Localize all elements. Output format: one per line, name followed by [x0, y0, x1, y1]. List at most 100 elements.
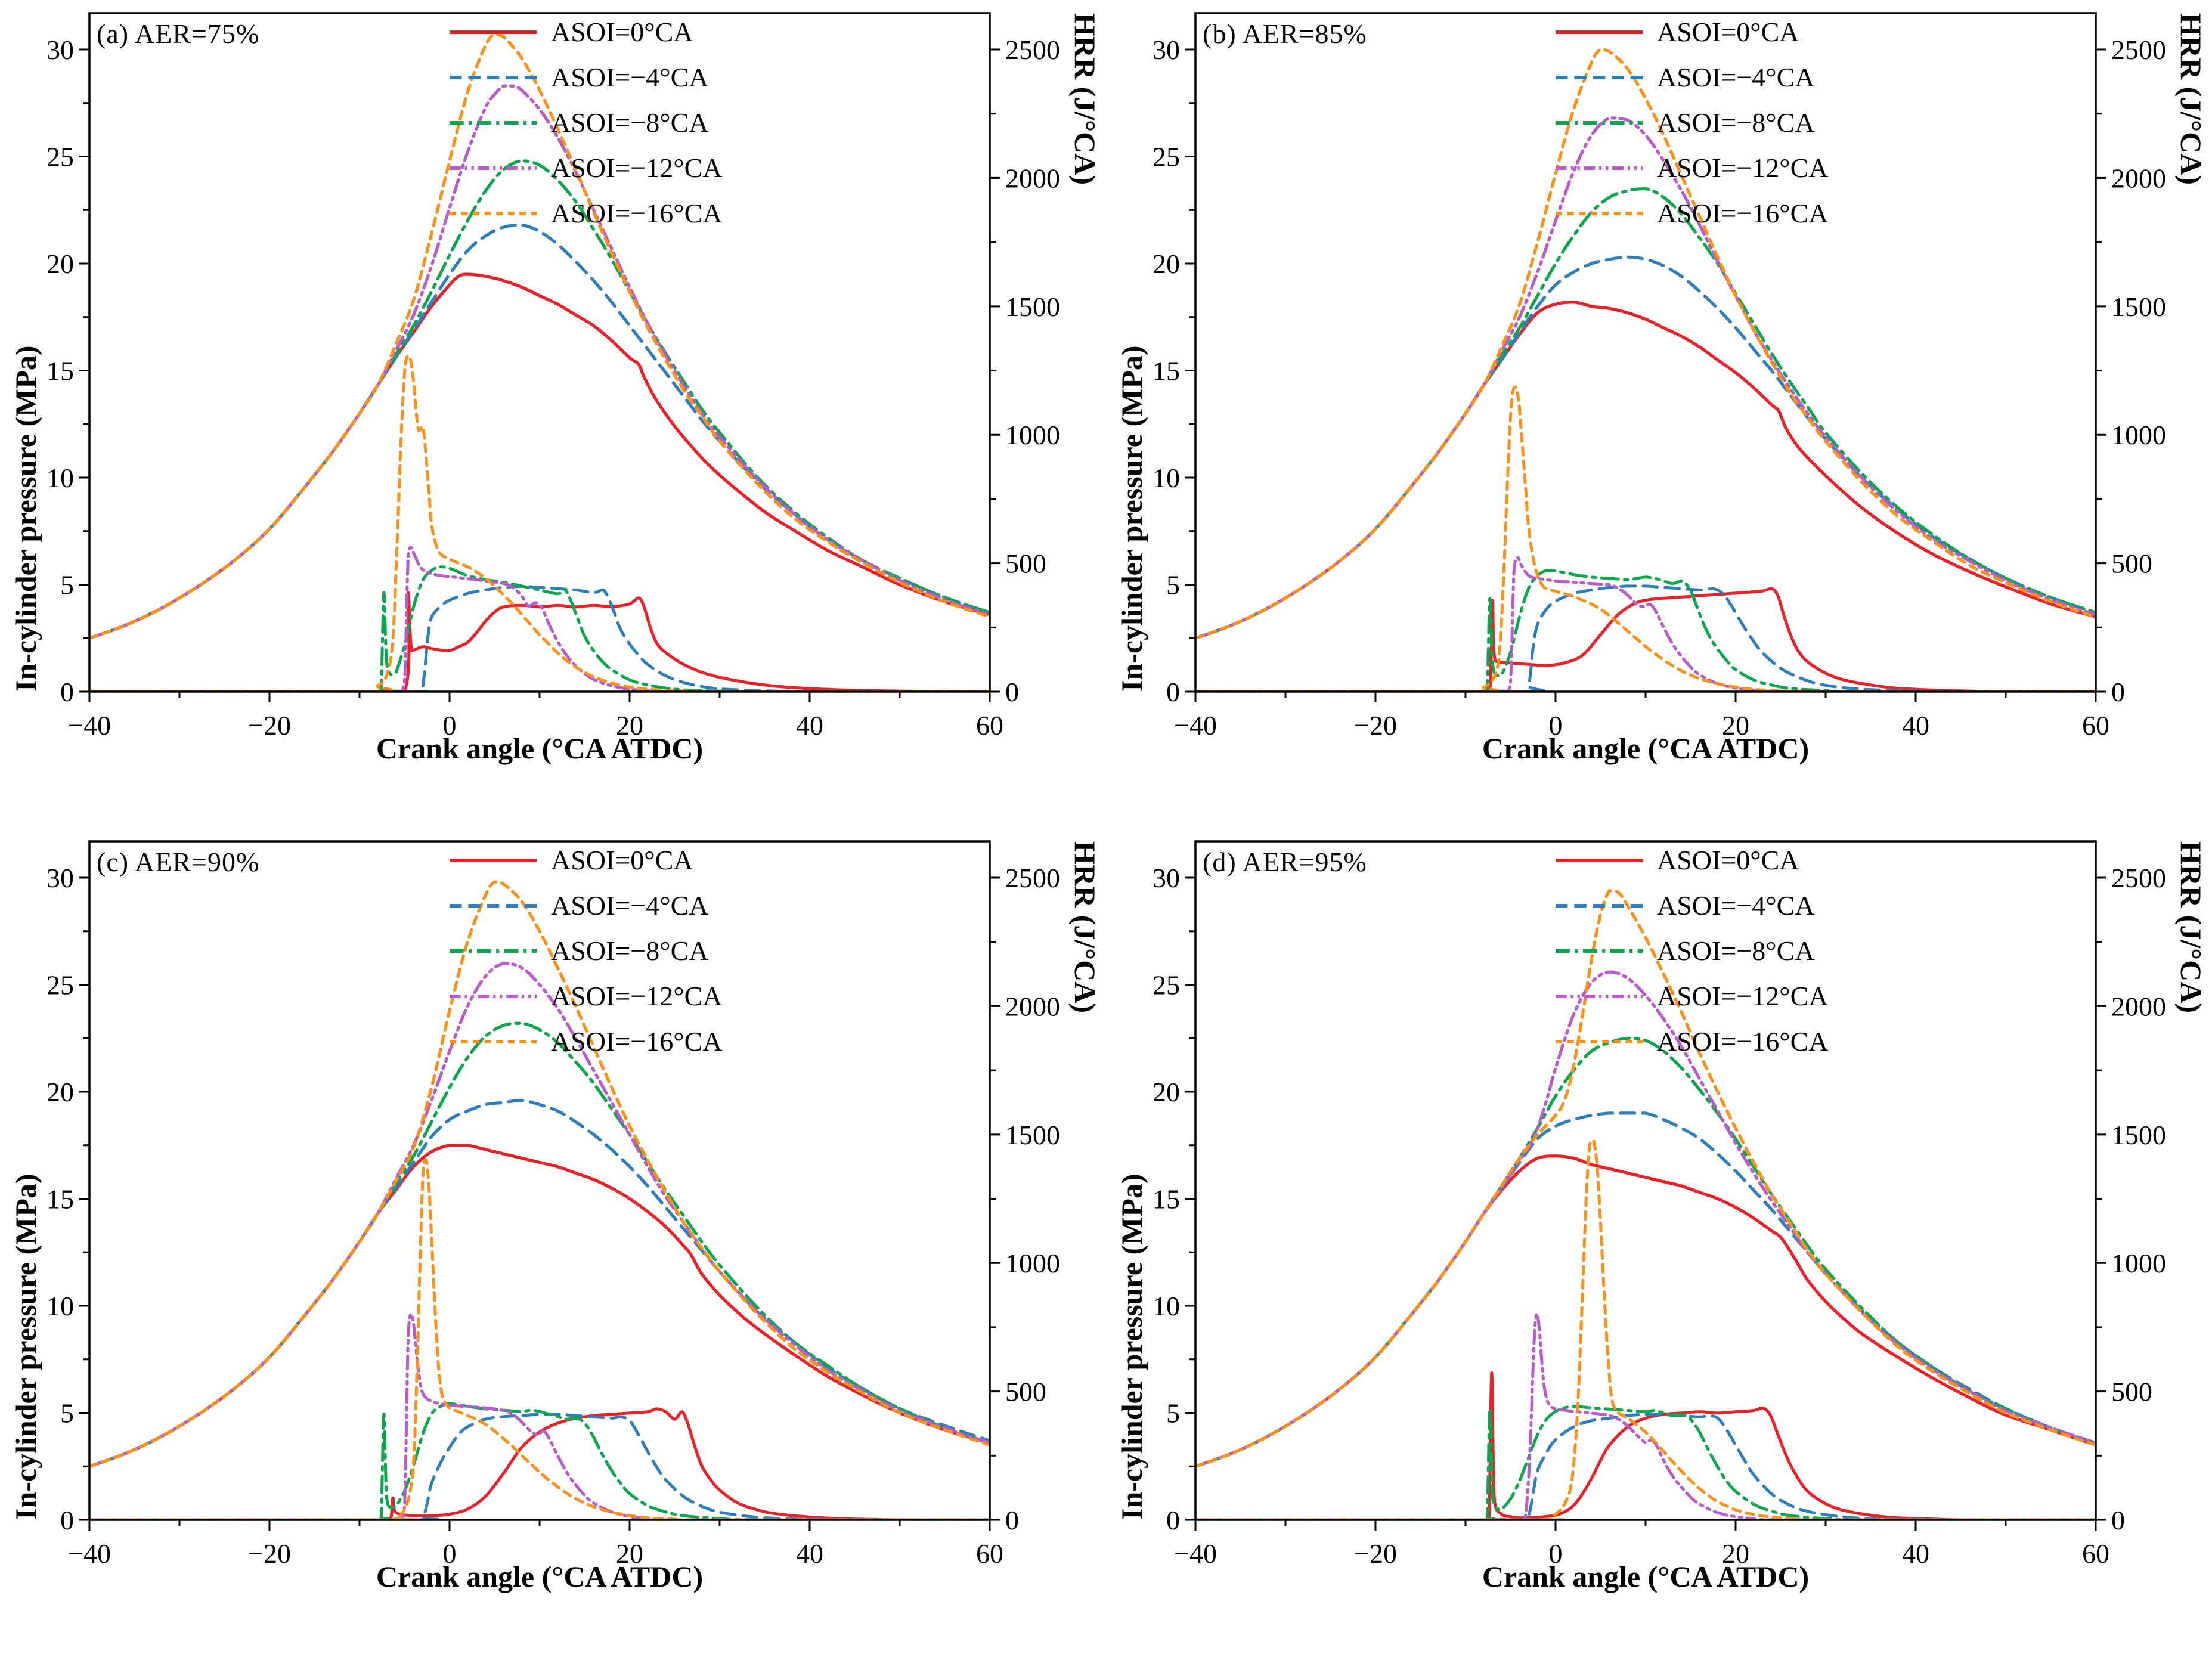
plot-area-a: −40 −20 0 20 40 60051015202530050010001500200…: [47, 12, 1060, 741]
svg-text:30: 30: [1153, 863, 1180, 893]
svg-text:60: 60: [976, 1538, 1003, 1569]
legend-entry: ASOI=0°CA: [448, 13, 723, 51]
panel-label-c: (c) AER=90%: [97, 847, 260, 877]
legend-line-sample: [1556, 1039, 1643, 1043]
svg-text:20: 20: [1153, 1077, 1180, 1107]
svg-text:10: 10: [47, 463, 74, 493]
svg-text:15: 15: [1153, 356, 1180, 386]
legend-line-sample: [1556, 858, 1643, 862]
svg-text:−40: −40: [1174, 1538, 1217, 1569]
svg-text:5: 5: [60, 570, 74, 600]
legend-entry: ASOI=−12°CA: [1554, 977, 1829, 1015]
legend-label: ASOI=0°CA: [551, 845, 693, 875]
legend-entry: ASOI=0°CA: [1554, 841, 1829, 879]
svg-text:25: 25: [1153, 970, 1180, 1001]
svg-text:0: 0: [443, 1538, 457, 1569]
legend-line-sample: [450, 903, 537, 908]
svg-text:40: 40: [1902, 1538, 1929, 1569]
panel-label-d: (d) AER=95%: [1203, 847, 1367, 877]
legend-entry: ASOI=−8°CA: [448, 104, 723, 141]
svg-text:0: 0: [443, 710, 457, 741]
legend-line-sample: [1556, 75, 1643, 79]
svg-text:1500: 1500: [1005, 292, 1060, 322]
y-axis-label-right: HRR (J/°CA): [1068, 13, 1102, 185]
legend-label: ASOI=−12°CA: [551, 153, 723, 183]
y-axis-label-left: In-cylinder pressure (MPa): [9, 1173, 42, 1520]
y-axis-label-right: HRR (J/°CA): [2174, 13, 2208, 185]
svg-text:10: 10: [1153, 1291, 1180, 1321]
svg-text:5: 5: [1166, 570, 1180, 600]
legend-label: ASOI=−8°CA: [1657, 936, 1815, 966]
svg-text:30: 30: [47, 35, 74, 65]
x-axis-label: Crank angle (°CA ATDC): [1482, 732, 1810, 765]
legend-label: ASOI=−12°CA: [1657, 981, 1829, 1011]
svg-text:40: 40: [796, 1538, 823, 1569]
legend-label: ASOI=0°CA: [1657, 17, 1799, 47]
svg-text:−20: −20: [248, 1538, 291, 1569]
legend-entry: ASOI=−8°CA: [1554, 104, 1829, 141]
y-axis-label-right: HRR (J/°CA): [1068, 841, 1102, 1014]
legend-entry: ASOI=−16°CA: [448, 194, 723, 232]
svg-text:15: 15: [47, 1184, 74, 1215]
svg-text:25: 25: [47, 970, 74, 1001]
svg-text:−20: −20: [1354, 1538, 1397, 1569]
legend-label: ASOI=−12°CA: [551, 981, 723, 1011]
svg-text:2500: 2500: [2111, 863, 2166, 893]
legend-entry: ASOI=−4°CA: [448, 58, 723, 96]
svg-text:2000: 2000: [2111, 991, 2166, 1021]
legend-line-sample: [1556, 166, 1643, 170]
svg-text:500: 500: [2111, 549, 2152, 579]
legend-line-sample: [450, 858, 537, 862]
legend-line-sample: [1556, 120, 1643, 125]
legend-label: ASOI=−4°CA: [551, 62, 709, 92]
legend-line-sample: [1556, 30, 1643, 34]
legend-line-sample: [450, 30, 537, 34]
svg-text:500: 500: [1005, 549, 1046, 579]
y-axis-label-left: In-cylinder pressure (MPa): [1115, 1173, 1148, 1520]
panel-a: −40 −20 0 20 40 60 0 5 10 15 20 25 30 0 500 1000 1500 200…: [0, 0, 1106, 828]
legend-entry: ASOI=−12°CA: [448, 149, 723, 187]
legend-entry: ASOI=−4°CA: [448, 887, 723, 924]
svg-text:0: 0: [2111, 677, 2125, 707]
legend: ASOI=0°CA ASOI=−4°CA ASOI=−8°CA ASOI=−12…: [1554, 841, 1829, 1060]
svg-text:500: 500: [1005, 1377, 1046, 1407]
legend-entry: ASOI=−8°CA: [1554, 932, 1829, 970]
legend-line-sample: [450, 211, 537, 215]
svg-text:20: 20: [47, 249, 74, 279]
legend-label: ASOI=−4°CA: [1657, 890, 1815, 921]
panel-c: −40 −20 0 20 40 60 0 5 10 15 20 25 30 0 500 1000 1500 200…: [0, 828, 1106, 1656]
legend-entry: ASOI=−8°CA: [448, 932, 723, 970]
legend-line-sample: [450, 994, 537, 998]
svg-text:40: 40: [1902, 710, 1929, 741]
svg-text:5: 5: [60, 1398, 74, 1429]
legend-line-sample: [1556, 211, 1643, 215]
plot-area-d: −40 −20 0 20 40 60051015202530050010001500200…: [1153, 840, 2166, 1569]
svg-text:−40: −40: [68, 1538, 111, 1569]
legend-label: ASOI=−8°CA: [551, 107, 709, 138]
svg-text:2500: 2500: [1005, 35, 1060, 65]
legend-label: ASOI=−16°CA: [1657, 198, 1829, 228]
svg-text:0: 0: [1005, 1505, 1019, 1535]
legend-label: ASOI=−4°CA: [1657, 62, 1815, 92]
svg-text:10: 10: [1153, 463, 1180, 493]
svg-text:2000: 2000: [2111, 163, 2166, 193]
svg-text:5: 5: [1166, 1398, 1180, 1429]
svg-text:20: 20: [1722, 710, 1749, 741]
svg-text:25: 25: [1153, 142, 1180, 172]
legend-entry: ASOI=0°CA: [448, 841, 723, 879]
svg-text:20: 20: [1722, 1538, 1749, 1569]
svg-text:1000: 1000: [1005, 1248, 1060, 1278]
svg-text:0: 0: [60, 1505, 74, 1535]
legend-entry: ASOI=−4°CA: [1554, 58, 1829, 96]
svg-text:2000: 2000: [1005, 163, 1060, 193]
svg-text:10: 10: [47, 1291, 74, 1321]
legend-line-sample: [450, 75, 537, 79]
plot-area-c: −40 −20 0 20 40 60051015202530050010001500200…: [47, 840, 1060, 1569]
panel-label-a: (a) AER=75%: [97, 18, 260, 49]
panel-d: −40 −20 0 20 40 60 0 5 10 15 20 25 30 0 500 1000 1500 200…: [1106, 828, 2212, 1656]
svg-text:−20: −20: [1354, 710, 1397, 741]
legend: ASOI=0°CA ASOI=−4°CA ASOI=−8°CA ASOI=−12…: [448, 841, 723, 1060]
svg-text:1000: 1000: [2111, 420, 2166, 450]
svg-text:0: 0: [2111, 1505, 2125, 1535]
